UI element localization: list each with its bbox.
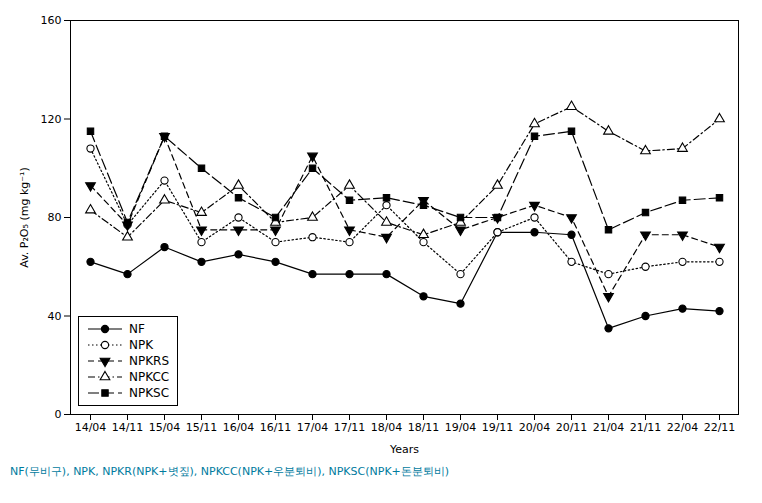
- svg-text:22/04: 22/04: [667, 421, 699, 434]
- svg-text:15/11: 15/11: [186, 421, 218, 434]
- html-text:NPKRS: NPKRS: [129, 354, 169, 368]
- svg-text:14/04: 14/04: [75, 421, 107, 434]
- svg-text:120: 120: [41, 113, 62, 126]
- svg-text:19/04: 19/04: [445, 421, 477, 434]
- svg-text:20/04: 20/04: [519, 421, 551, 434]
- svg-text:21/11: 21/11: [630, 421, 662, 434]
- svg-text:160: 160: [41, 14, 62, 27]
- svg-text:21/04: 21/04: [593, 421, 625, 434]
- svg-text:17/04: 17/04: [297, 421, 329, 434]
- svg-text:18/11: 18/11: [408, 421, 440, 434]
- svg-text:15/04: 15/04: [149, 421, 181, 434]
- svg-text:40: 40: [48, 310, 62, 323]
- svg-text:16/04: 16/04: [223, 421, 255, 434]
- html-text:NF: NF: [129, 322, 145, 336]
- html-text:NPKCC: NPKCC: [129, 370, 170, 384]
- svg-text:0: 0: [55, 408, 62, 421]
- svg-text:17/11: 17/11: [334, 421, 366, 434]
- svg-text:80: 80: [48, 211, 62, 224]
- svg-text:20/11: 20/11: [556, 421, 588, 434]
- svg-text:Av. P₂O₅ (mg kg⁻¹): Av. P₂O₅ (mg kg⁻¹): [18, 167, 31, 267]
- svg-text:Years: Years: [389, 443, 419, 456]
- svg-text:14/11: 14/11: [112, 421, 144, 434]
- html-text:NPKSC: NPKSC: [129, 386, 170, 400]
- html-text:NF(무비구), NPK, NPKR(NPK+볏짚), NP: NF(무비구), NPK, NPKR(NPK+볏짚), NPKCC(NPK+우분…: [10, 465, 450, 478]
- svg-text:19/11: 19/11: [482, 421, 514, 434]
- svg-text:16/11: 16/11: [260, 421, 292, 434]
- svg-text:22/11: 22/11: [704, 421, 736, 434]
- svg-text:18/04: 18/04: [371, 421, 403, 434]
- html-text:NPK: NPK: [129, 338, 154, 352]
